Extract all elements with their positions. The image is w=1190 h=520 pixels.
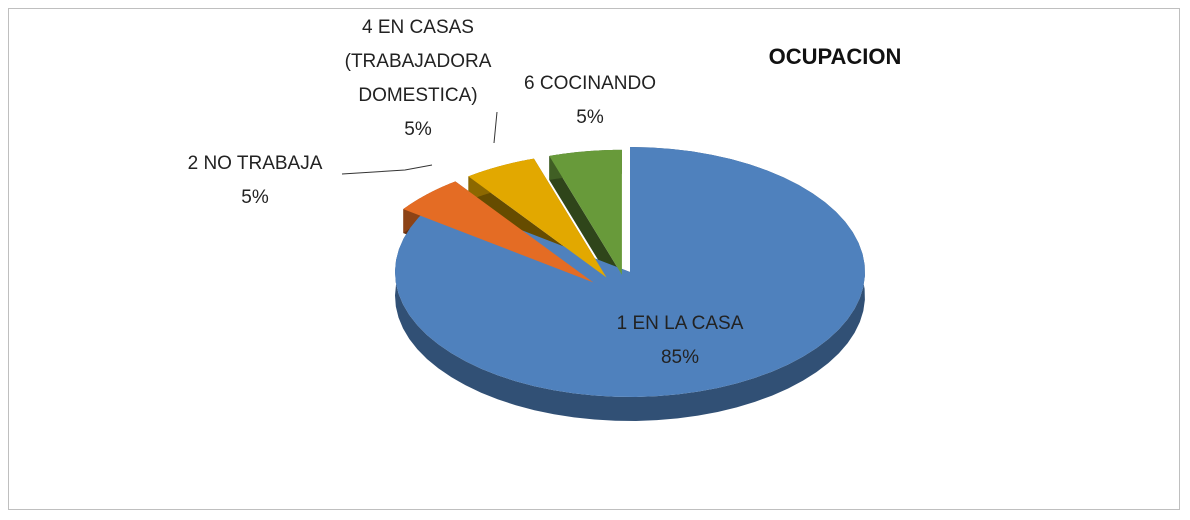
data-label-value: 85% (660, 347, 700, 368)
leader-line (493, 111, 498, 144)
slice (549, 149, 622, 275)
data-label-value: 5% (576, 107, 604, 128)
data-label-category: 2 NO TRABAJA (187, 153, 323, 174)
data-label-value: 5% (404, 119, 432, 140)
data-label-value: 5% (241, 187, 269, 208)
slice (403, 181, 594, 283)
pie-slices (395, 147, 865, 421)
slice (468, 158, 607, 278)
leader-line (341, 164, 433, 175)
chart-title: OCUPACION (768, 44, 902, 69)
data-label-category: 6 COCINANDO (524, 73, 656, 94)
data-label-category: 1 EN LA CASA (616, 313, 744, 334)
slice (395, 147, 865, 397)
chart-frame (8, 8, 1180, 510)
data-label-category: 4 EN CASAS (TRABAJADORA DOMESTICA) (344, 17, 492, 106)
slice-tops (395, 147, 865, 397)
